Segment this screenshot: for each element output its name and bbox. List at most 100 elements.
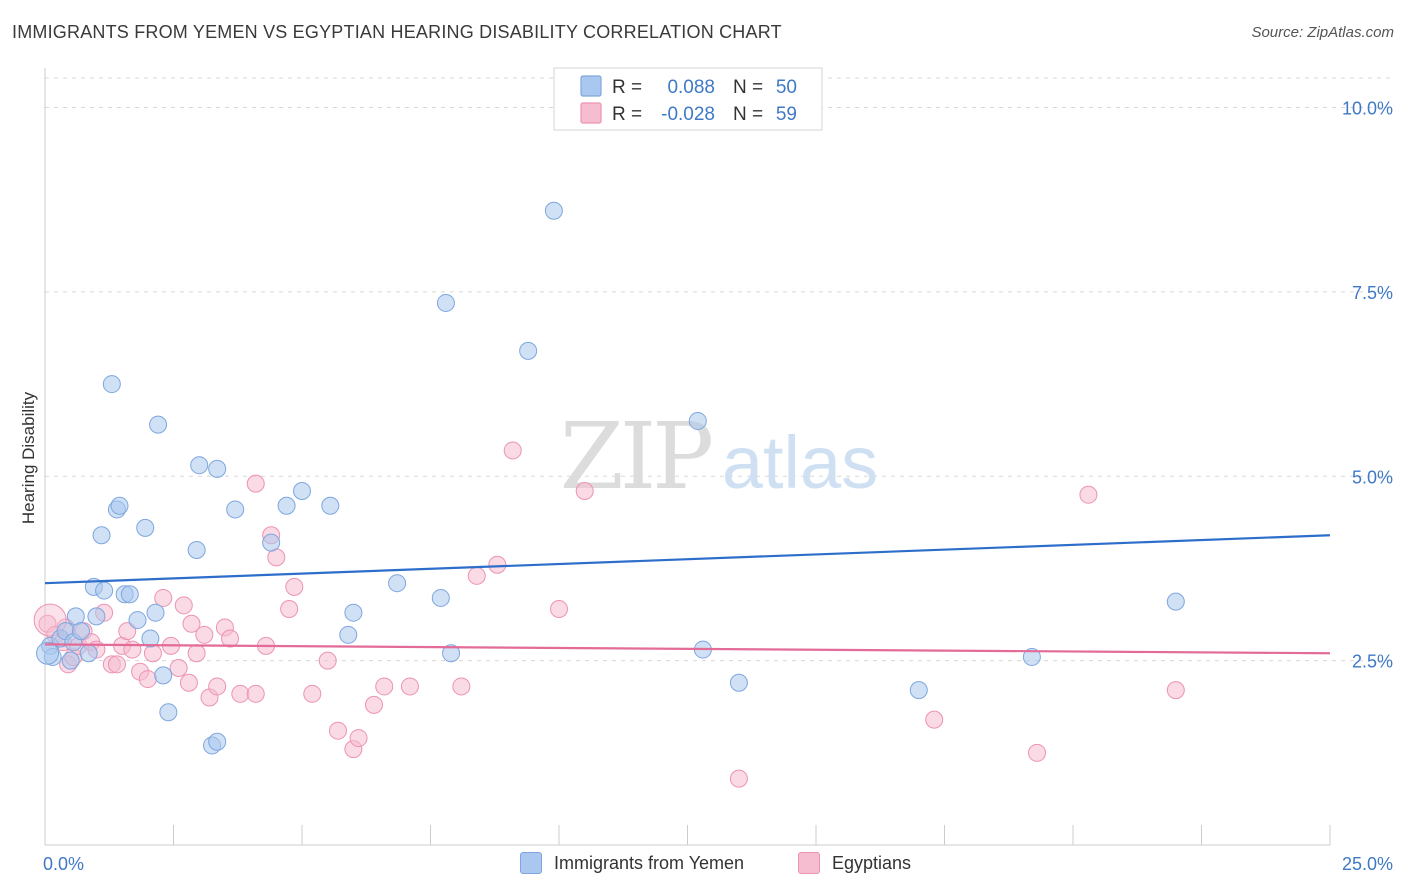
data-point-egyptians bbox=[208, 677, 227, 696]
data-point-egyptians bbox=[182, 614, 201, 633]
data-point-yemen bbox=[431, 588, 450, 607]
data-point-egyptians bbox=[575, 482, 594, 500]
data-point-egyptians bbox=[107, 655, 126, 674]
series-yemen-points bbox=[36, 201, 1185, 755]
legend-r-label: R = bbox=[612, 104, 642, 125]
data-point-yemen bbox=[321, 496, 340, 515]
data-point-yemen bbox=[544, 201, 563, 220]
data-point-yemen bbox=[120, 585, 139, 604]
data-point-egyptians bbox=[318, 651, 337, 670]
data-point-yemen bbox=[293, 482, 311, 500]
data-point-yemen bbox=[208, 459, 227, 478]
legend-r-value: -0.028 bbox=[661, 104, 715, 125]
y-tick-label: 10.0% bbox=[1342, 99, 1393, 119]
data-point-egyptians bbox=[452, 677, 471, 696]
data-point-egyptians bbox=[118, 622, 137, 641]
data-point-egyptians bbox=[303, 684, 322, 703]
legend-swatch-yemen bbox=[520, 852, 542, 874]
data-point-egyptians bbox=[467, 566, 486, 585]
legend-item-yemen: Immigrants from Yemen bbox=[520, 852, 744, 874]
legend-label-egyptians: Egyptians bbox=[832, 852, 912, 873]
data-point-yemen bbox=[436, 293, 455, 312]
data-point-egyptians bbox=[179, 673, 198, 692]
legend-swatch-yemen bbox=[580, 75, 602, 97]
y-tick-label: 2.5% bbox=[1352, 652, 1393, 672]
x-tick-label: 0.0% bbox=[43, 854, 84, 874]
data-point-egyptians bbox=[169, 659, 188, 677]
data-point-yemen bbox=[110, 496, 129, 515]
data-point-yemen bbox=[136, 518, 155, 537]
legend-bottom: Immigrants from Yemen Egyptians bbox=[0, 852, 1406, 878]
x-tick-label: 25.0% bbox=[1342, 854, 1393, 874]
axes bbox=[44, 68, 1331, 846]
legend-item-egyptians: Egyptians bbox=[798, 852, 911, 874]
data-point-egyptians bbox=[154, 588, 173, 607]
legend-r-value: 0.088 bbox=[667, 77, 715, 98]
data-point-egyptians bbox=[328, 721, 347, 740]
y-tick-label: 5.0% bbox=[1352, 467, 1393, 487]
data-point-yemen bbox=[1022, 647, 1041, 666]
data-point-egyptians bbox=[195, 625, 214, 644]
data-point-egyptians bbox=[221, 629, 240, 648]
data-point-yemen bbox=[909, 681, 928, 700]
y-tick-label: 7.5% bbox=[1352, 283, 1393, 303]
data-point-egyptians bbox=[246, 684, 265, 703]
trend-line-yemen bbox=[44, 534, 1331, 585]
data-point-egyptians bbox=[1028, 743, 1047, 762]
tick-labels: 2.5% 5.0% 7.5% 10.0% 0.0% 25.0% bbox=[43, 99, 1393, 875]
data-point-egyptians bbox=[285, 577, 304, 596]
data-point-yemen bbox=[187, 541, 206, 559]
data-point-egyptians bbox=[138, 670, 157, 689]
data-point-egyptians bbox=[174, 596, 193, 615]
data-point-egyptians bbox=[550, 600, 568, 618]
data-point-yemen bbox=[36, 641, 60, 665]
data-point-egyptians bbox=[375, 677, 394, 696]
data-point-yemen bbox=[388, 574, 407, 593]
data-point-yemen bbox=[277, 496, 296, 515]
data-point-egyptians bbox=[231, 684, 250, 703]
data-point-yemen bbox=[71, 622, 90, 641]
data-point-yemen bbox=[519, 341, 538, 360]
legend-n-label: N = bbox=[733, 77, 763, 98]
data-point-yemen bbox=[146, 603, 165, 622]
data-point-yemen bbox=[141, 629, 160, 648]
data-point-yemen bbox=[226, 500, 245, 519]
data-point-yemen bbox=[442, 644, 461, 663]
data-point-yemen bbox=[95, 581, 114, 600]
data-point-yemen bbox=[344, 603, 363, 622]
data-point-egyptians bbox=[400, 677, 419, 696]
legend-label-yemen: Immigrants from Yemen bbox=[554, 852, 745, 873]
data-point-yemen bbox=[79, 644, 98, 663]
legend-swatch-egyptians bbox=[580, 102, 602, 124]
data-point-yemen bbox=[154, 666, 173, 685]
y-axis-label: Hearing Disability bbox=[19, 391, 38, 524]
data-point-egyptians bbox=[364, 695, 383, 714]
chart-title: IMMIGRANTS FROM YEMEN VS EGYPTIAN HEARIN… bbox=[12, 22, 782, 42]
data-point-egyptians bbox=[1079, 485, 1098, 504]
data-point-yemen bbox=[262, 533, 281, 552]
legend-top: R = 0.088 N = 50 R = -0.028 N = 59 bbox=[553, 67, 823, 131]
data-point-egyptians bbox=[349, 729, 368, 748]
grid-lines bbox=[45, 77, 1392, 662]
data-point-yemen bbox=[339, 625, 358, 644]
data-point-yemen bbox=[128, 611, 147, 630]
source-label: Source: ZipAtlas.com bbox=[1251, 24, 1394, 41]
data-point-egyptians bbox=[729, 769, 748, 788]
legend-swatch-egyptians bbox=[798, 852, 820, 874]
trend-line-egyptians bbox=[44, 643, 1331, 655]
data-point-egyptians bbox=[246, 474, 265, 493]
data-point-egyptians bbox=[123, 640, 142, 659]
data-point-egyptians bbox=[1166, 681, 1185, 700]
legend-n-value: 59 bbox=[776, 104, 797, 125]
data-point-egyptians bbox=[503, 441, 522, 460]
data-point-yemen bbox=[61, 651, 80, 670]
data-point-yemen bbox=[92, 526, 111, 545]
data-point-yemen bbox=[159, 703, 178, 722]
data-point-egyptians bbox=[925, 710, 944, 729]
legend-r-label: R = bbox=[612, 77, 642, 98]
watermark-atlas: atlas bbox=[722, 421, 878, 504]
data-point-egyptians bbox=[488, 555, 507, 574]
data-point-yemen bbox=[87, 607, 106, 626]
data-point-yemen bbox=[1166, 592, 1185, 611]
